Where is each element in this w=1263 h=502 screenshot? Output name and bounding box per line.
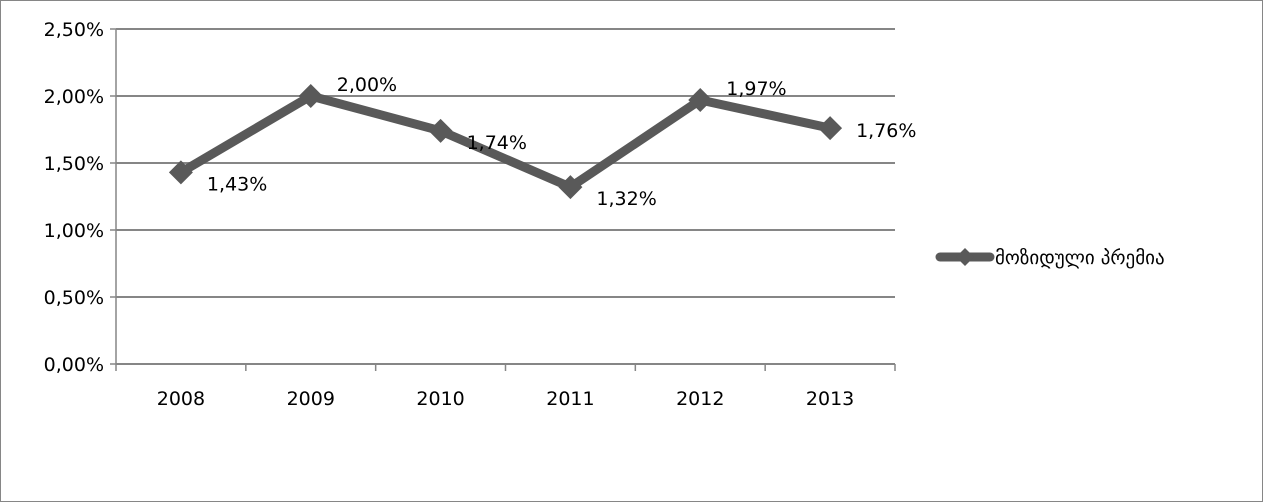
data-label: 1,43%	[207, 173, 267, 195]
series-group	[168, 84, 843, 200]
data-point-marker	[818, 116, 843, 141]
data-label: 1,32%	[596, 188, 656, 210]
data-point-marker	[168, 160, 193, 185]
data-point-marker	[428, 118, 453, 143]
legend: მოზიდული პრემია	[935, 247, 1165, 269]
legend-marker	[956, 248, 974, 266]
y-tick-label: 0,00%	[44, 354, 104, 376]
x-axis-ticks: 2008 2009 2010 2011 2012 2013	[115, 363, 896, 410]
data-label: 1,76%	[856, 120, 916, 142]
y-axis-ticks: 0,00% 0,50% 1,00% 1,50% 2,00% 2,50%	[44, 19, 117, 376]
y-tick-label: 1,50%	[44, 153, 104, 175]
y-tick-label: 2,50%	[44, 19, 104, 41]
data-labels: 1,43% 2,00% 1,74% 1,32% 1,97% 1,76%	[207, 74, 917, 210]
y-tick-label: 0,50%	[44, 287, 104, 309]
data-point-marker	[298, 84, 323, 108]
y-tick-label: 1,00%	[44, 220, 104, 242]
x-tick-label: 2010	[416, 388, 464, 410]
x-tick-label: 2008	[157, 388, 205, 410]
data-point-marker	[688, 88, 713, 113]
data-point-marker	[558, 175, 583, 200]
x-tick-label: 2009	[287, 388, 335, 410]
y-tick-label: 2,00%	[44, 86, 104, 108]
x-tick-label: 2011	[546, 388, 594, 410]
gridlines	[116, 28, 895, 298]
series-line	[176, 91, 835, 192]
x-tick-label: 2013	[806, 388, 854, 410]
data-label: 2,00%	[337, 74, 397, 96]
legend-label: მოზიდული პრემია	[995, 247, 1165, 269]
x-tick-label: 2012	[676, 388, 724, 410]
data-label: 1,74%	[467, 132, 527, 154]
data-label: 1,97%	[726, 78, 786, 100]
